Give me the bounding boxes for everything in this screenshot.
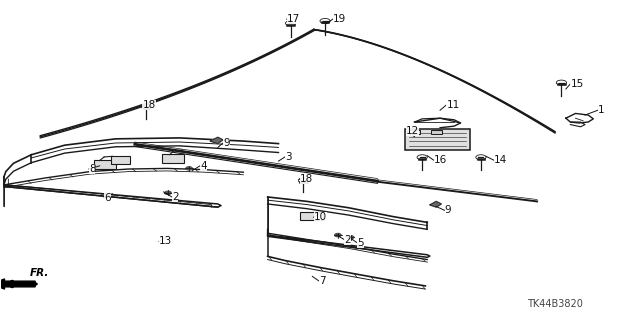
Polygon shape [430,201,442,207]
Text: 14: 14 [493,155,507,165]
Text: 9: 9 [445,205,451,215]
Text: 2: 2 [344,234,351,245]
FancyBboxPatch shape [111,156,130,164]
Text: 9: 9 [223,138,230,148]
Text: 18: 18 [300,174,313,184]
Text: 15: 15 [570,79,584,89]
Text: 16: 16 [434,155,447,165]
Circle shape [335,234,341,237]
Text: 10: 10 [314,212,327,222]
Text: 19: 19 [333,14,346,24]
Text: 13: 13 [159,236,172,247]
Text: 4: 4 [200,161,207,171]
Text: 3: 3 [285,152,291,162]
Text: 12: 12 [406,126,419,136]
Text: 6: 6 [104,193,111,203]
FancyBboxPatch shape [409,130,420,134]
Text: TK44B3820: TK44B3820 [527,300,583,309]
Text: 18: 18 [143,100,156,110]
FancyBboxPatch shape [431,130,442,134]
Text: FR.: FR. [30,268,49,278]
FancyArrow shape [0,279,35,289]
FancyBboxPatch shape [300,211,323,220]
Text: 1: 1 [598,105,604,115]
Polygon shape [210,137,223,144]
Text: 2: 2 [172,192,179,202]
Circle shape [165,191,172,195]
FancyBboxPatch shape [94,160,116,169]
Text: 7: 7 [319,276,325,286]
Text: 17: 17 [287,14,300,24]
Circle shape [186,167,192,170]
Circle shape [348,236,354,239]
FancyBboxPatch shape [163,154,184,163]
Text: 11: 11 [447,100,460,110]
FancyBboxPatch shape [405,129,470,150]
Text: 5: 5 [357,238,364,248]
Text: 8: 8 [89,164,95,174]
